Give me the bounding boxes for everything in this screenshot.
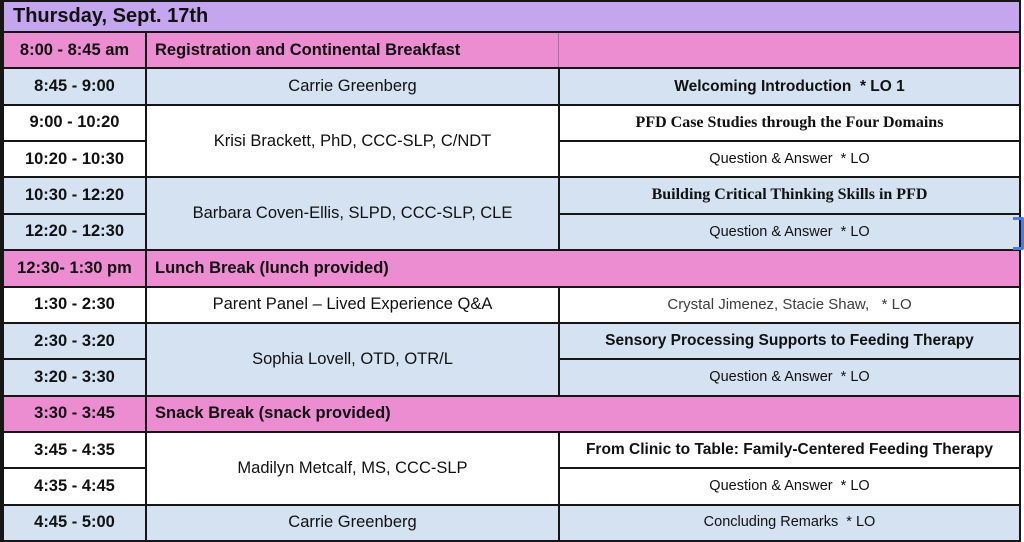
- speaker-cell: Carrie Greenberg: [147, 505, 558, 540]
- selection-handle[interactable]: [1013, 217, 1024, 250]
- topic-cell: From Clinic to Table: Family-Centered Fe…: [560, 432, 1019, 468]
- topic-cell: Sensory Processing Supports to Feeding T…: [560, 323, 1019, 359]
- qa-cell: Question & Answer * LO: [560, 142, 1019, 177]
- speaker-cell: Parent Panel – Lived Experience Q&A: [147, 287, 558, 322]
- speaker-cell: Carrie Greenberg: [147, 69, 558, 104]
- topic-cell: Building Critical Thinking Skills in PFD: [560, 178, 1019, 213]
- qa-cell: Question & Answer * LO: [560, 360, 1019, 395]
- topic-cell: Welcoming Introduction * LO 1: [560, 69, 1019, 104]
- topic-cell: PFD Case Studies through the Four Domain…: [560, 105, 1019, 141]
- time-cell: 3:45 - 4:35: [4, 432, 145, 468]
- time-cell: 10:30 - 12:20: [4, 178, 145, 213]
- qa-cell: Question & Answer * LO: [560, 214, 1019, 250]
- time-cell: 8:00 - 8:45 am: [4, 33, 145, 68]
- panelists-cell: Crystal Jimenez, Stacie Shaw, * LO: [560, 287, 1019, 322]
- speaker-cell: Madilyn Metcalf, MS, CCC-SLP: [147, 432, 558, 504]
- time-cell: 9:00 - 10:20: [4, 105, 145, 141]
- break-label-lunch: Lunch Break (lunch provided): [147, 251, 1019, 286]
- time-cell: 3:20 - 3:30: [4, 360, 145, 395]
- time-cell: 3:30 - 3:45: [4, 396, 145, 431]
- time-cell: 1:30 - 2:30: [4, 287, 145, 322]
- speaker-cell: Krisi Brackett, PhD, CCC-SLP, C/NDT: [147, 105, 558, 177]
- speaker-cell: Sophia Lovell, OTD, OTR/L: [147, 323, 558, 395]
- break-label-snack: Snack Break (snack provided): [147, 396, 1019, 431]
- time-cell: 2:30 - 3:20: [4, 323, 145, 359]
- time-cell: 8:45 - 9:00: [4, 69, 145, 104]
- cell-divider: [558, 33, 559, 68]
- time-cell: 12:20 - 12:30: [4, 214, 145, 250]
- time-cell: 12:30- 1:30 pm: [4, 251, 145, 286]
- day-header: Thursday, Sept. 17th: [4, 2, 1019, 31]
- time-cell: 4:45 - 5:00: [4, 505, 145, 540]
- break-label-text: Registration and Continental Breakfast: [155, 40, 461, 59]
- break-label-registration: Registration and Continental Breakfast: [147, 33, 1019, 68]
- time-cell: 4:35 - 4:45: [4, 469, 145, 504]
- speaker-cell: Barbara Coven-Ellis, SLPD, CCC-SLP, CLE: [147, 178, 558, 250]
- topic-cell: Concluding Remarks * LO: [560, 505, 1019, 540]
- time-cell: 10:20 - 10:30: [4, 142, 145, 177]
- qa-cell: Question & Answer * LO: [560, 469, 1019, 504]
